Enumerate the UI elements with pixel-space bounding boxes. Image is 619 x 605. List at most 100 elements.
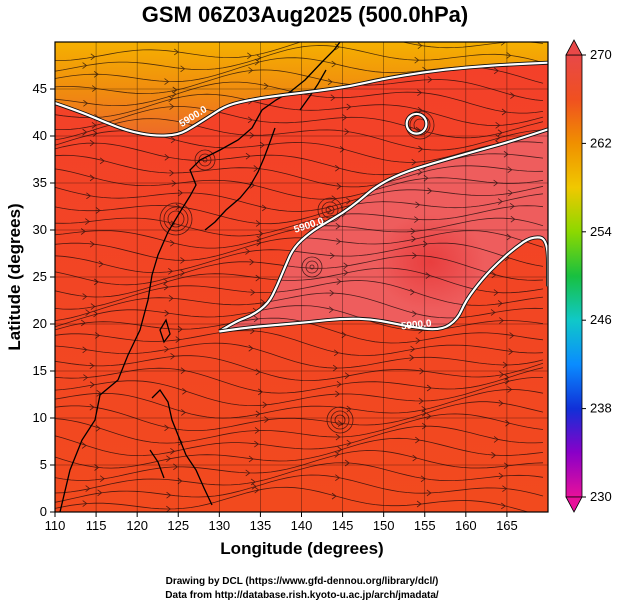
streamline-arrow — [172, 86, 178, 94]
streamline-arrow — [507, 189, 513, 197]
streamline-arrow — [89, 139, 95, 147]
streamline-arrow — [260, 299, 266, 306]
streamline-arrow — [89, 403, 95, 411]
streamline-arrow — [410, 288, 415, 296]
credit-drawing: Drawing by DCL (https://www.gfd-dennou.o… — [166, 576, 439, 587]
streamline-arrow — [83, 99, 89, 107]
circulation-swirl — [198, 153, 212, 167]
streamline-arrow — [255, 410, 261, 418]
streamline — [55, 450, 544, 481]
streamline-arrow — [500, 502, 506, 510]
streamline-arrow — [336, 183, 342, 190]
streamline-arrow — [335, 474, 341, 482]
streamline — [55, 255, 544, 286]
streamline — [55, 401, 544, 431]
streamline-arrow — [504, 377, 510, 385]
streamline-arrow — [163, 283, 169, 291]
streamline-arrow — [248, 67, 254, 74]
streamline-arrow — [333, 349, 339, 357]
circulation-swirl — [163, 206, 189, 232]
streamline-arrow — [248, 344, 254, 352]
streamline-arrow — [93, 310, 99, 318]
streamline-arrow — [259, 141, 265, 149]
streamline-arrow — [256, 239, 262, 247]
streamline-arrow — [427, 187, 433, 195]
streamline-arrow — [85, 309, 91, 316]
streamline-arrow — [410, 227, 416, 235]
streamline-arrow — [169, 169, 175, 177]
streamline-arrow — [493, 289, 499, 296]
streamline-arrow — [410, 345, 416, 353]
streamline-arrow — [344, 128, 350, 136]
streamline-arrow — [261, 204, 267, 212]
streamline-arrow — [332, 364, 338, 372]
streamline-arrow — [180, 367, 186, 374]
streamline-arrow — [80, 228, 86, 235]
streamline-arrow — [339, 146, 345, 153]
streamline — [55, 425, 544, 457]
streamline-arrow — [82, 500, 88, 507]
streamline-arrow — [85, 218, 90, 225]
y-axis-label: Latitude (degrees) — [5, 203, 24, 350]
circulation-swirl — [325, 205, 335, 215]
streamline-arrow — [245, 152, 251, 160]
streamline-arrow — [83, 374, 89, 381]
streamline-arrow — [163, 278, 169, 285]
streamline-arrow — [411, 235, 417, 243]
streamline-arrow — [503, 462, 509, 470]
streamline — [55, 317, 544, 344]
wind-streamlines — [55, 42, 544, 512]
streamline-arrow — [89, 362, 95, 370]
streamline-arrow — [507, 386, 513, 393]
streamline-arrow — [414, 56, 420, 64]
streamline-arrow — [164, 345, 170, 353]
streamline — [55, 154, 544, 188]
y-tick-label: 10 — [33, 410, 47, 425]
streamline — [55, 355, 544, 382]
x-tick-label: 160 — [455, 518, 477, 533]
streamline-arrow — [95, 332, 101, 339]
circulation-swirl — [334, 414, 346, 426]
streamline-arrow — [497, 300, 503, 307]
streamline — [55, 106, 544, 139]
streamline-arrow — [337, 420, 343, 427]
streamline-arrow — [89, 174, 95, 182]
axis-ticks: 110 115 120 125 130 135 140 145 150 155 160 165 0 5 10… — [33, 81, 518, 533]
credit-data: Data from http://database.rish.kyoto-u.a… — [165, 590, 439, 601]
circulation-swirl — [326, 406, 354, 434]
streamline-arrow — [90, 53, 96, 61]
streamline-arrow — [86, 192, 92, 200]
streamline-arrow — [415, 201, 421, 209]
x-tick-label: 110 — [45, 518, 66, 533]
streamline-arrow — [335, 222, 341, 230]
streamline-arrow — [502, 485, 508, 492]
streamline-arrow — [331, 60, 337, 68]
streamline-arrow — [329, 252, 335, 260]
streamline-arrow — [412, 310, 417, 318]
streamline-arrow — [263, 82, 269, 90]
y-tick-label: 40 — [33, 128, 47, 143]
streamline-arrow — [254, 427, 260, 434]
streamline-arrow — [504, 374, 510, 381]
streamline-arrow — [254, 440, 260, 448]
colorbar-ramp — [565, 54, 583, 498]
streamline-arrow — [256, 54, 262, 62]
streamline — [55, 486, 530, 512]
streamline — [55, 413, 544, 444]
streamline-arrow — [421, 409, 427, 417]
streamline-arrow — [80, 319, 86, 327]
y-tick-label: 15 — [33, 363, 47, 378]
streamline-arrow — [499, 371, 505, 378]
circulation-swirl — [321, 201, 339, 219]
streamline-arrow — [98, 260, 104, 268]
streamline — [55, 205, 544, 237]
streamline — [55, 45, 544, 72]
colorbar-top-arrow — [565, 39, 583, 56]
streamline-arrow — [421, 422, 427, 430]
x-tick-label: 150 — [373, 518, 395, 533]
streamline-arrow — [503, 150, 509, 158]
streamline-arrow — [346, 197, 352, 205]
colorbar-tick-label: 262 — [590, 135, 612, 150]
streamline-arrow — [255, 274, 261, 282]
streamline-arrow — [90, 303, 96, 310]
